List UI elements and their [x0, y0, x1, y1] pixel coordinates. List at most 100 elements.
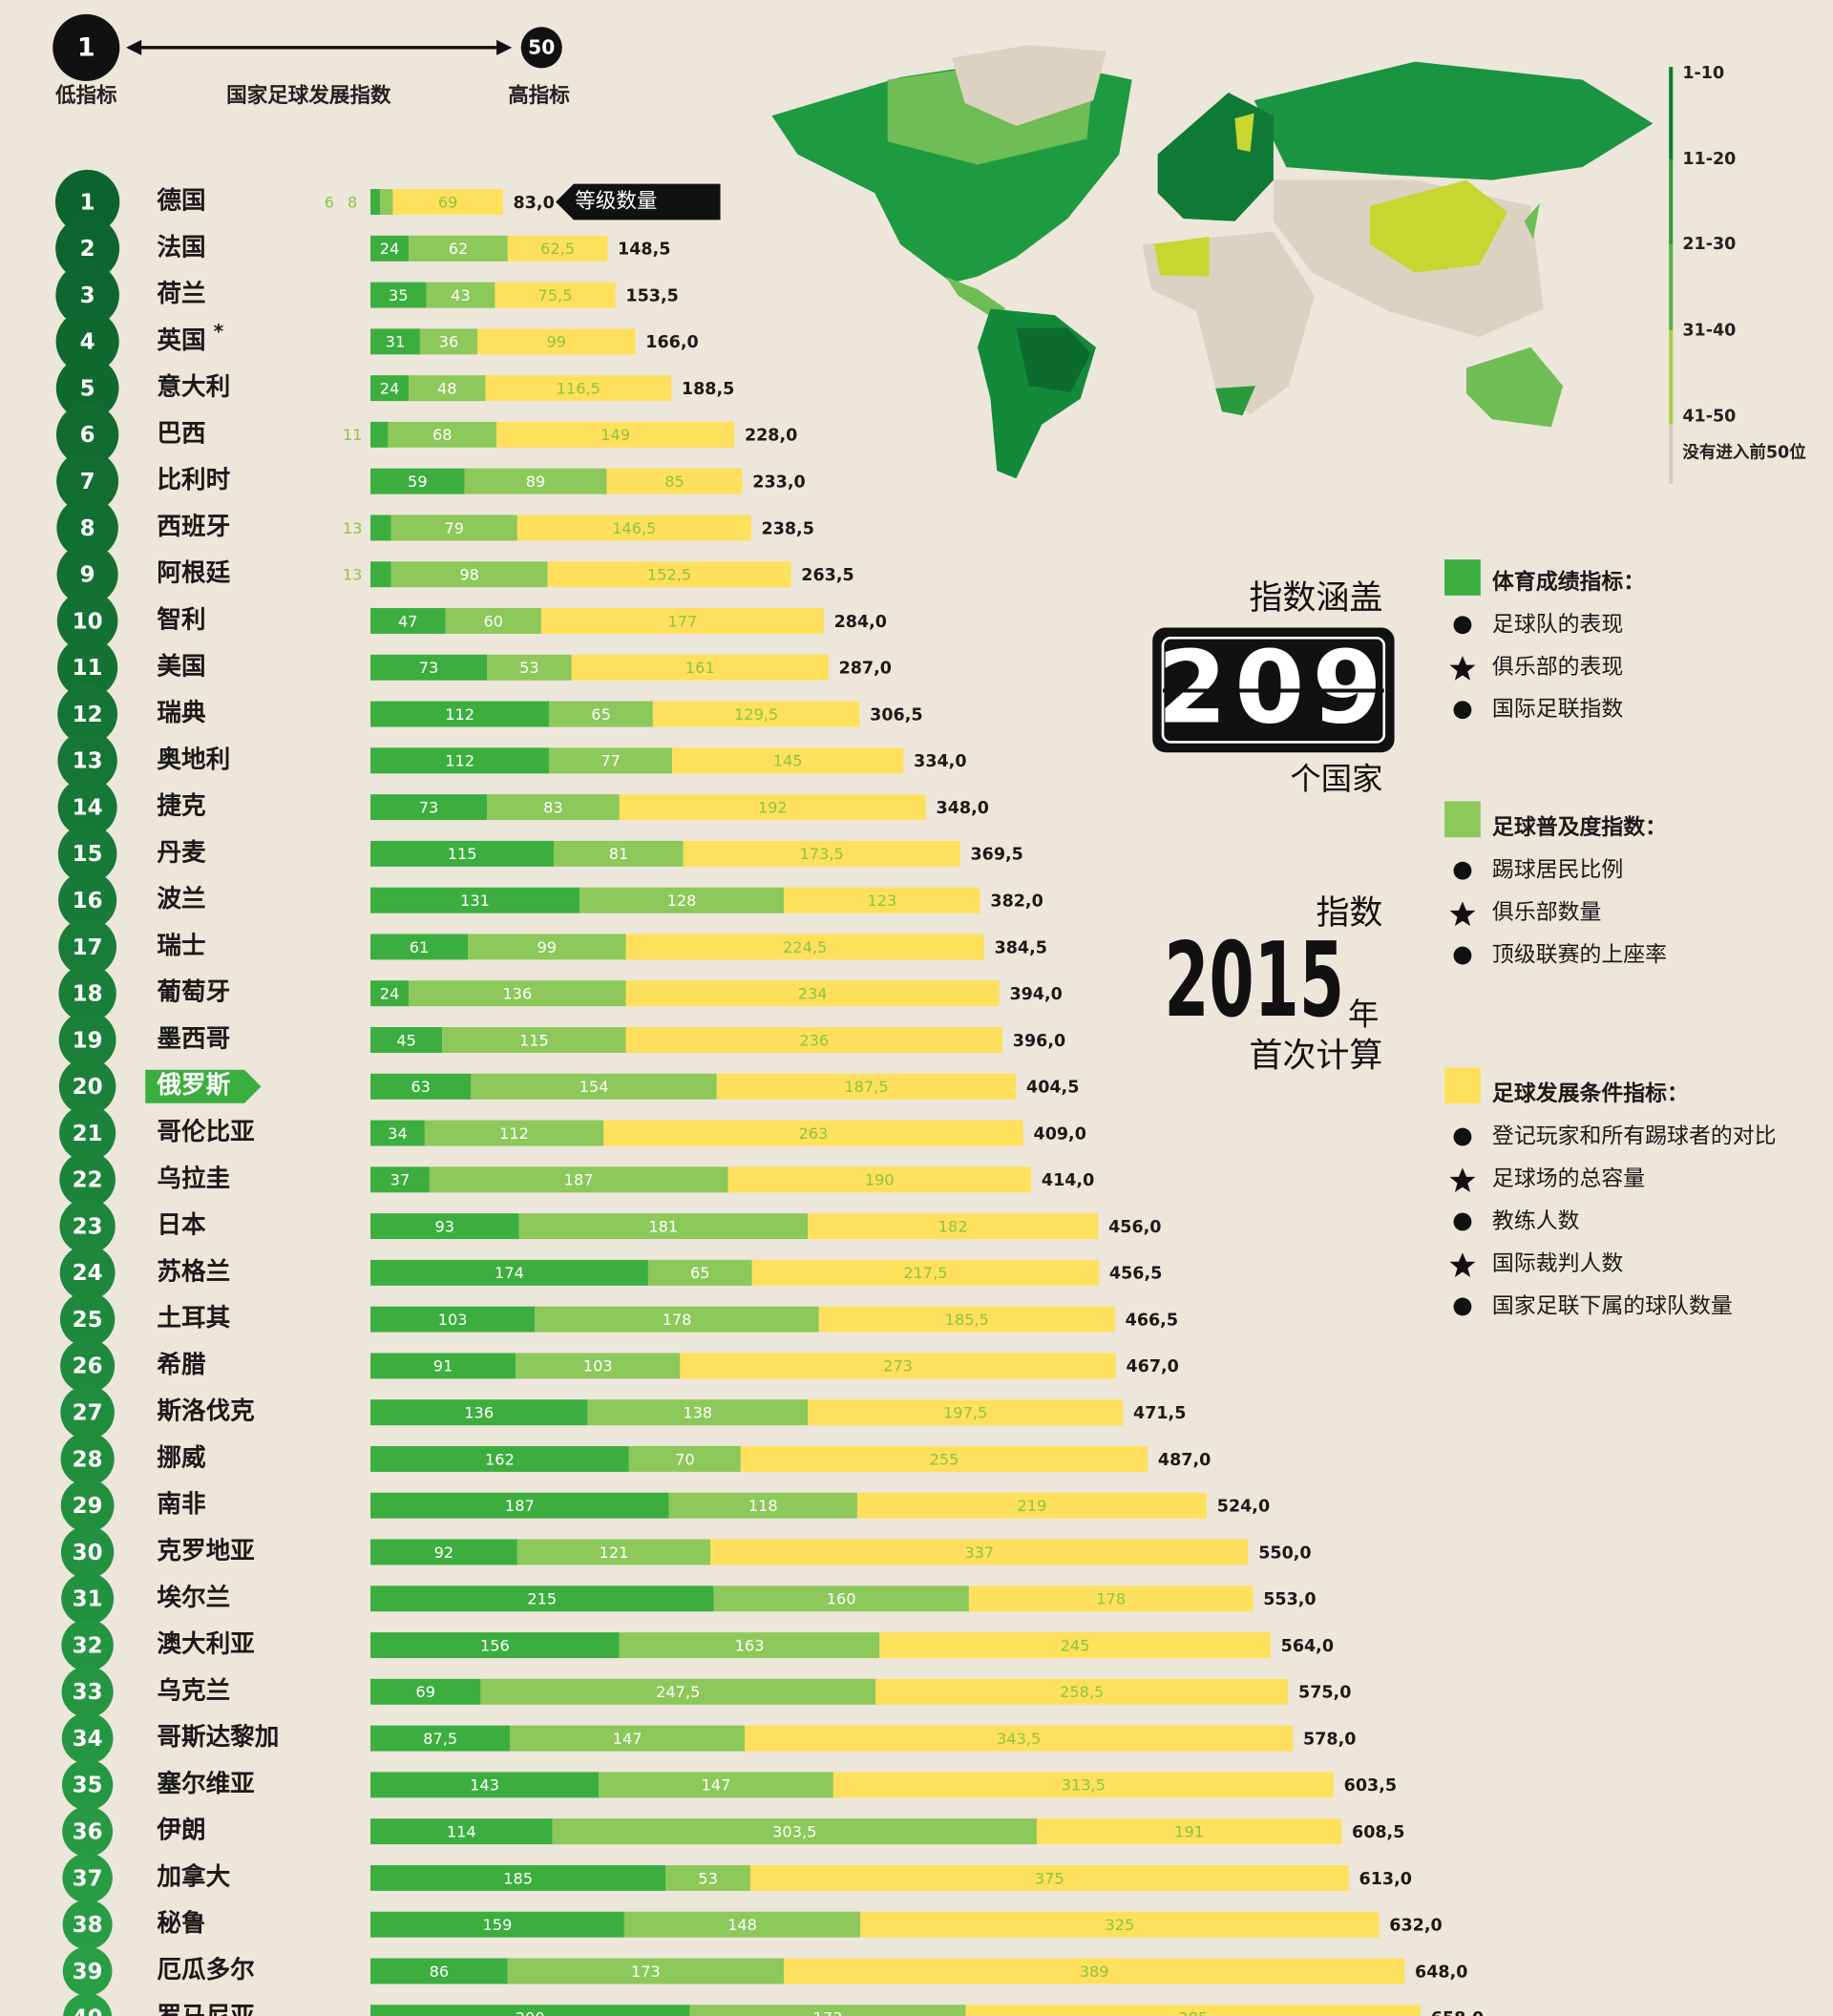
segment-label: 62: [449, 240, 469, 258]
segment-label: 81: [609, 845, 629, 863]
legend-title: 足球普及度指数：: [1492, 814, 1667, 840]
bar-segment: [370, 1166, 430, 1193]
rank-label: 38: [73, 1913, 103, 1938]
footnote-mark: *: [214, 320, 224, 343]
segment-label: 159: [483, 1916, 513, 1934]
bar-segment: [968, 1586, 1254, 1612]
map-africa: [1142, 231, 1316, 414]
bar-segment: [370, 1399, 588, 1426]
total-label: 456,5: [1109, 1265, 1162, 1284]
rank-label: 17: [73, 935, 103, 960]
country-name: 日本: [157, 1211, 206, 1240]
map-scale-label: 41-50: [1682, 408, 1736, 427]
country-name: 厄瓜多尔: [157, 1955, 254, 1984]
segment-label: 163: [735, 1636, 765, 1654]
bar-segment: [547, 561, 791, 588]
bar-segment: [370, 1818, 553, 1845]
bar-segment: [784, 1958, 1405, 1984]
rank-label: 33: [73, 1680, 103, 1705]
rank-circle: [57, 637, 118, 698]
bar-segment: [370, 235, 410, 262]
map-algeria: [1153, 236, 1210, 277]
country-name: 塞尔维亚: [157, 1769, 254, 1798]
total-label: 603,5: [1344, 1776, 1397, 1796]
segment-label: 148: [727, 1916, 757, 1934]
segment-label: 37: [390, 1171, 411, 1189]
map-central-america: [945, 276, 1006, 317]
segment-label: 187: [505, 1497, 535, 1515]
rank-label: 18: [73, 982, 103, 1007]
country-name: 希腊: [157, 1350, 206, 1379]
legend-swatch: [1444, 559, 1481, 596]
map-scale-label: 1-10: [1682, 64, 1724, 83]
bar-segment: [370, 1306, 536, 1333]
bar-segment: [516, 1539, 711, 1565]
country-name: 俄罗斯: [156, 1071, 230, 1100]
rank-label: 7: [80, 470, 95, 494]
bar-segment: [745, 1725, 1294, 1752]
country-name: 加拿大: [157, 1861, 230, 1891]
total-label: 348,0: [937, 799, 989, 818]
segment-label: 118: [748, 1497, 778, 1515]
rank-circle: [62, 1946, 113, 1996]
total-label: 384,5: [995, 938, 1047, 957]
segment-label: 115: [448, 845, 477, 863]
total-label: 83,0: [514, 194, 555, 213]
rank-label: 28: [73, 1447, 103, 1472]
rank-circle: [59, 1245, 116, 1301]
high-circle: [520, 27, 562, 69]
segment-label: 47: [398, 612, 418, 630]
rank-label: 6: [80, 423, 95, 448]
segment-label: 43: [451, 286, 471, 304]
bar-segment: [540, 608, 824, 634]
country-name: 乌拉圭: [157, 1164, 230, 1193]
segment-label: 136: [464, 1404, 494, 1422]
rank-label: 10: [73, 609, 103, 634]
segment-label: 145: [773, 752, 803, 770]
bar-segment: [370, 654, 488, 681]
bar-segment: [429, 1166, 728, 1193]
rank-circle: [59, 1198, 116, 1254]
segment-label: 8: [348, 193, 357, 211]
total-label: 369,5: [971, 846, 1023, 865]
legend-swatch: [1444, 801, 1481, 838]
segment-label: 129,5: [734, 705, 778, 724]
country-count: 209: [1157, 628, 1390, 746]
rank-circle: [59, 1104, 116, 1162]
country-name: 秘鲁: [157, 1908, 205, 1938]
bar-segment: [808, 1399, 1124, 1426]
segment-label: 24: [380, 985, 400, 1003]
rank-label: 3: [80, 284, 95, 308]
bar-segment: [390, 561, 548, 588]
bar-segment: [751, 1259, 1100, 1286]
segment-label: 187,5: [844, 1078, 888, 1096]
segment-label: 75,5: [538, 286, 573, 304]
total-label: 238,5: [762, 519, 814, 538]
bar-segment: [370, 1027, 443, 1053]
bar-segment: [370, 701, 550, 727]
segment-label: 255: [930, 1450, 959, 1468]
bar-segment: [619, 1632, 880, 1659]
segment-label: 98: [459, 566, 479, 584]
country-name: 罗马尼亚: [157, 2003, 254, 2016]
bar-segment: [671, 747, 904, 774]
country-name: 捷克: [157, 792, 206, 821]
total-label: 524,0: [1217, 1498, 1270, 1517]
segment-label: 162: [485, 1450, 515, 1468]
bar-segment: [370, 934, 469, 960]
rank-circle: [55, 262, 119, 327]
bar-segment: [625, 980, 1000, 1007]
low-label: 低指标: [54, 83, 117, 108]
map-finland: [1234, 113, 1254, 152]
map-south-africa: [1215, 386, 1256, 416]
bar-segment: [468, 934, 626, 960]
rank-label: 4: [80, 330, 95, 355]
year: 2015: [1164, 921, 1344, 1040]
low-rank: 1: [77, 33, 95, 63]
bar-segment: [740, 1445, 1148, 1472]
bar-segment: [571, 654, 829, 681]
bar-segment: [370, 2005, 690, 2016]
bar-segment: [471, 1073, 717, 1100]
bar-segment: [370, 1213, 519, 1240]
rank-label: 24: [73, 1261, 103, 1286]
